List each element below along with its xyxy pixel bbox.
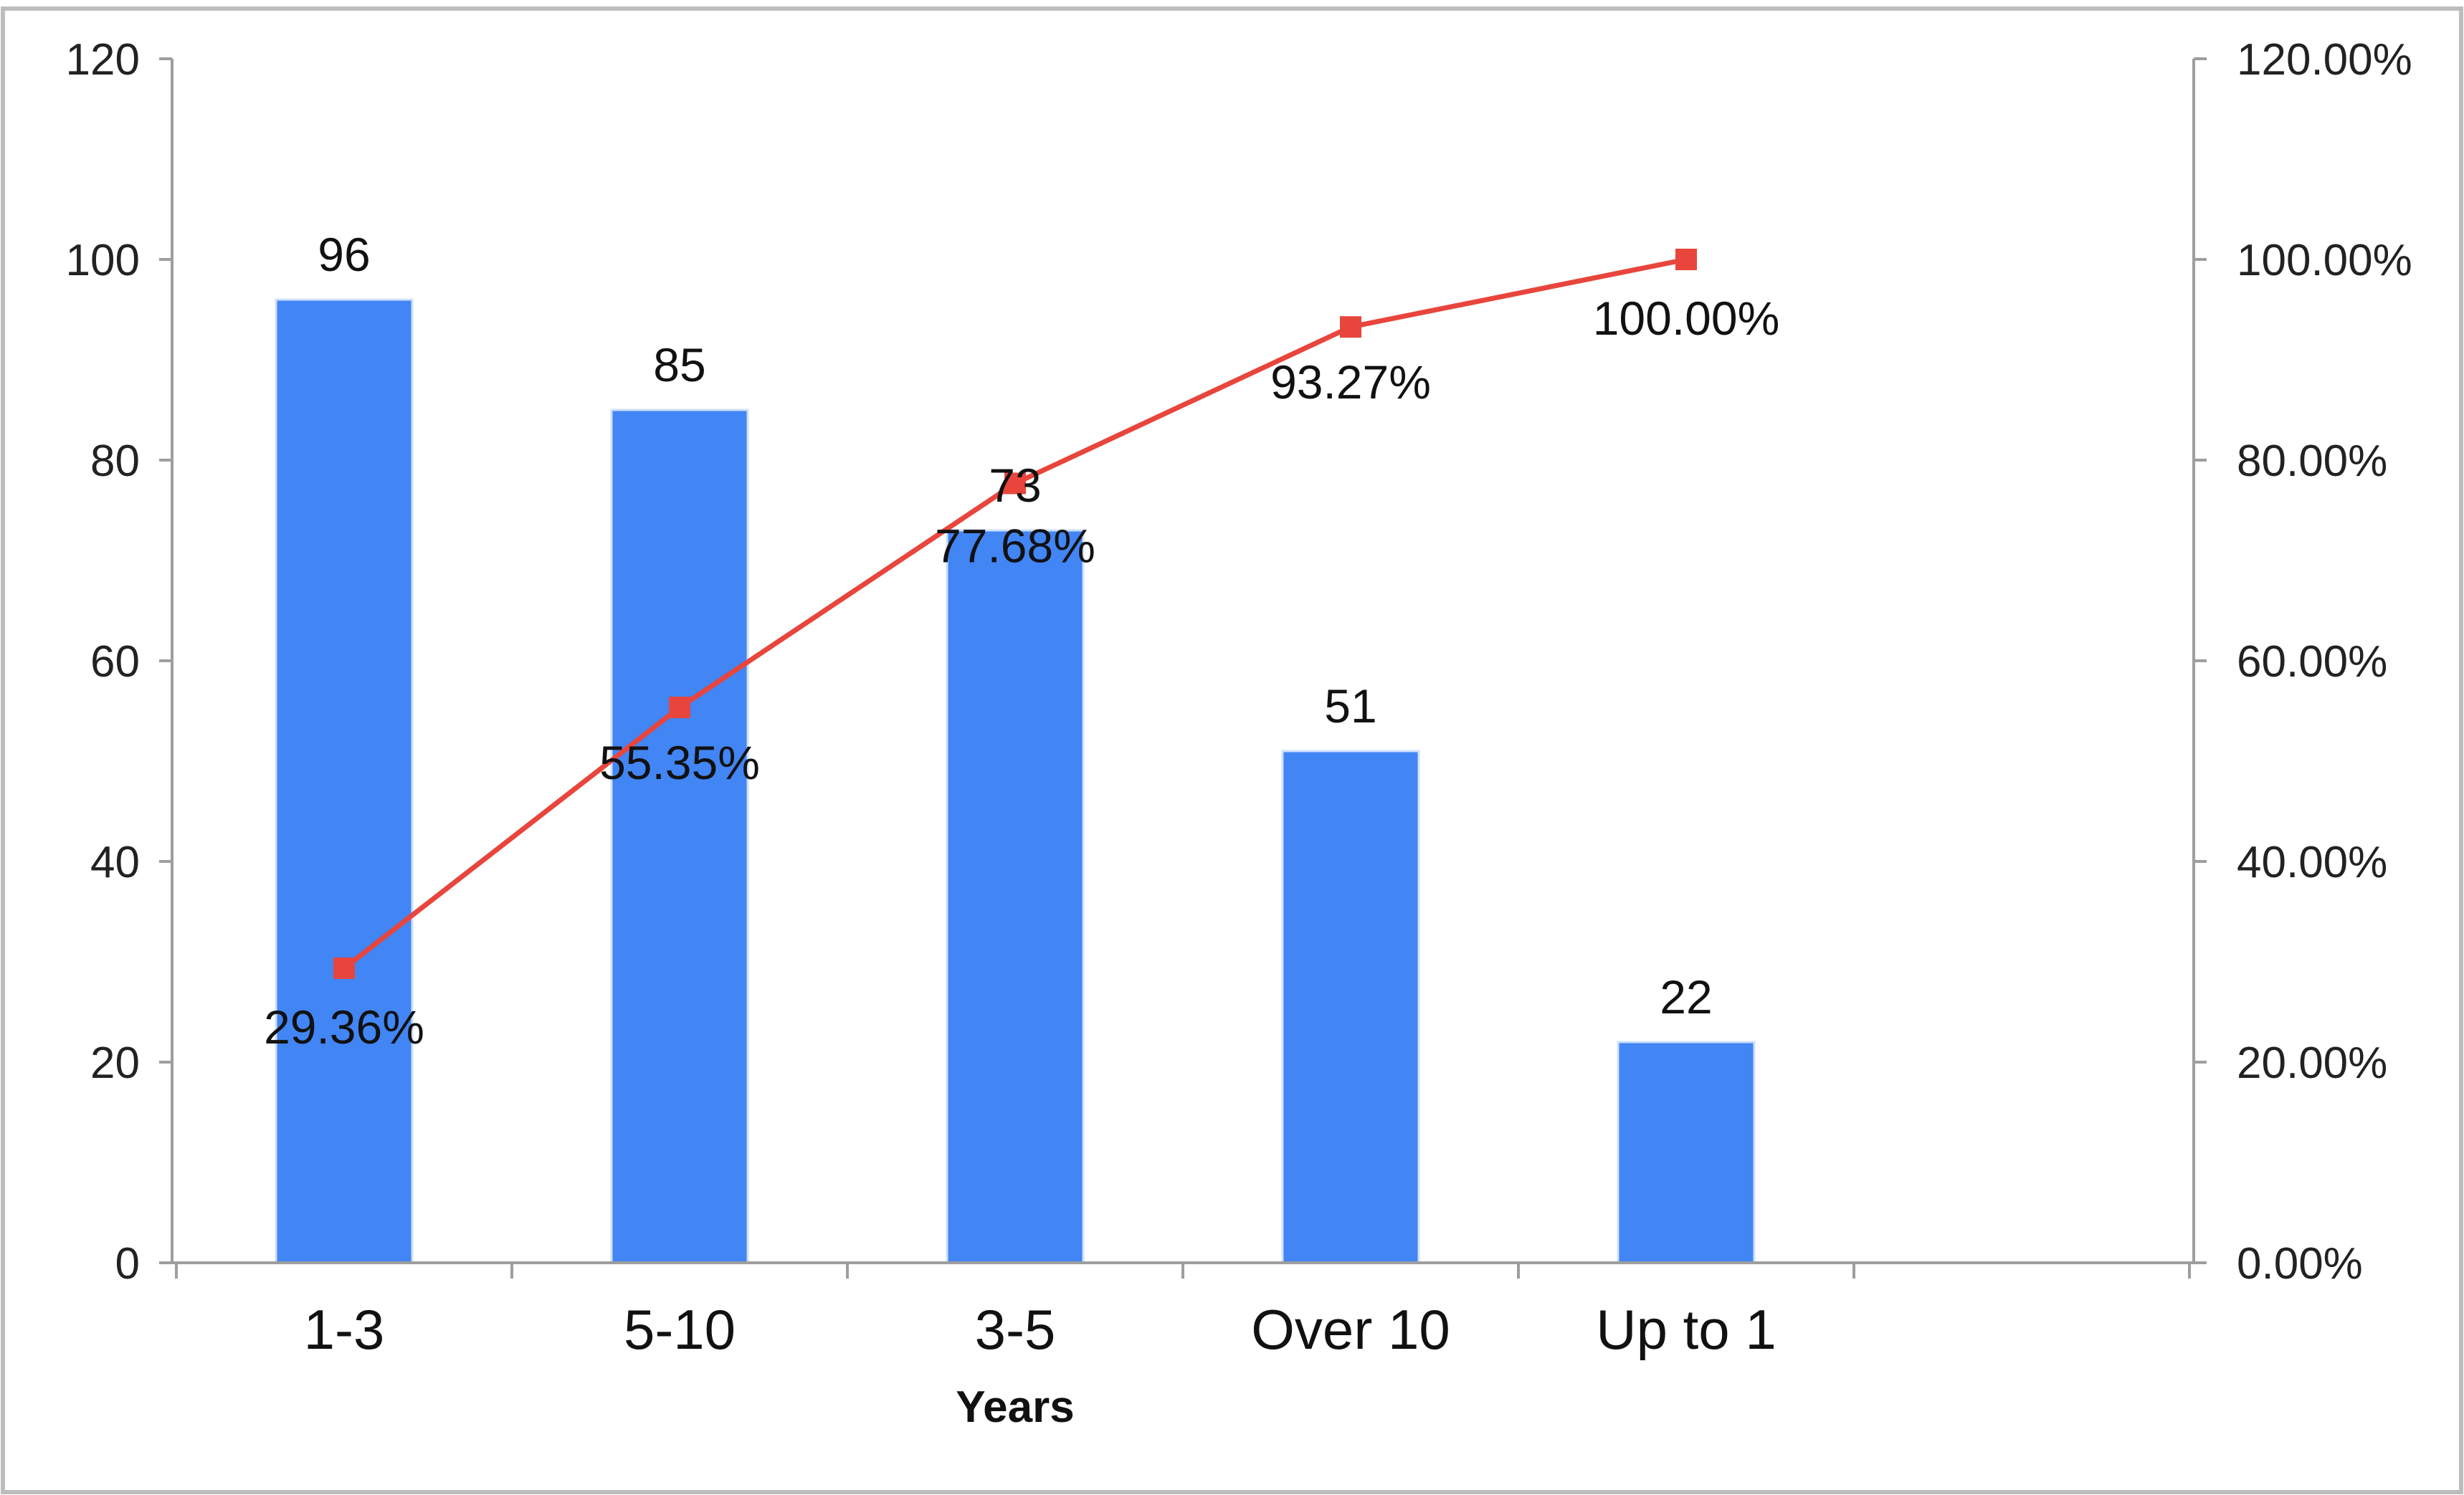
bar-value-label: 85 xyxy=(653,338,705,391)
cumulative-point xyxy=(669,697,690,719)
bar xyxy=(610,409,749,1264)
y-tick-label-left: 20 xyxy=(90,1038,140,1088)
bar xyxy=(1617,1041,1756,1264)
cumulative-point xyxy=(1004,472,1026,495)
cumulative-percent-label: 93.27% xyxy=(1270,355,1431,409)
bar xyxy=(1281,750,1420,1264)
cumulative-percent-label: 100.00% xyxy=(1593,292,1780,345)
cumulative-percent-label: 77.68% xyxy=(935,519,1095,572)
y-tick-label-left: 80 xyxy=(90,436,140,486)
chart-border xyxy=(1,6,2463,1494)
y-tick-label-left: 100 xyxy=(66,236,140,285)
y-tick-label-left: 40 xyxy=(90,838,140,887)
x-tick-label: 1-3 xyxy=(304,1298,385,1361)
bar xyxy=(946,529,1085,1264)
y-tick-label-right: 60.00% xyxy=(2237,637,2387,687)
y-tick-label-left: 120 xyxy=(66,35,140,85)
x-tick-label: Over 10 xyxy=(1251,1298,1450,1361)
bar-value-label: 22 xyxy=(1660,970,1712,1023)
cumulative-percent-label: 55.35% xyxy=(599,736,760,789)
cumulative-point xyxy=(1340,316,1361,338)
x-tick-label: 3-5 xyxy=(975,1298,1056,1361)
bar-value-label: 96 xyxy=(318,228,370,281)
x-tick-label: Up to 1 xyxy=(1596,1298,1776,1361)
cumulative-point xyxy=(333,957,355,979)
bar-value-label: 51 xyxy=(1324,679,1376,732)
y-tick-label-right: 120.00% xyxy=(2237,35,2412,85)
x-tick-label: 5-10 xyxy=(624,1298,736,1361)
y-tick-label-right: 100.00% xyxy=(2237,236,2412,285)
y-tick-label-left: 60 xyxy=(90,637,140,687)
y-tick-label-right: 0.00% xyxy=(2237,1239,2363,1289)
y-tick-label-right: 80.00% xyxy=(2237,436,2387,486)
x-axis-title: Years xyxy=(956,1382,1075,1432)
cumulative-percent-label: 29.36% xyxy=(264,1000,424,1054)
y-tick-label-right: 20.00% xyxy=(2237,1038,2387,1088)
y-tick-label-right: 40.00% xyxy=(2237,838,2387,887)
bar-value-label: 73 xyxy=(989,459,1041,512)
cumulative-point xyxy=(1675,249,1697,270)
bar xyxy=(275,298,414,1264)
y-tick-label-left: 0 xyxy=(115,1239,140,1289)
